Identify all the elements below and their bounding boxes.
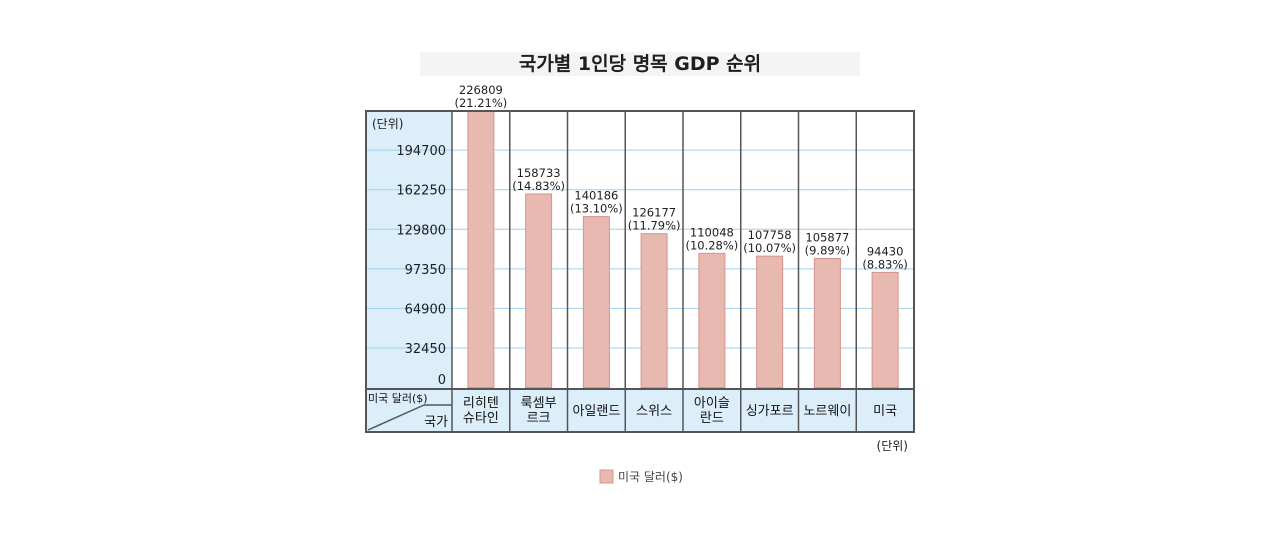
table-frame — [365, 110, 915, 433]
value-label: 226809 — [459, 83, 503, 97]
percent-label: (10.28%) — [685, 238, 738, 252]
bar — [698, 252, 726, 388]
category-label: 스위스 — [636, 404, 672, 419]
bars — [467, 110, 899, 388]
value-label: 107758 — [748, 228, 792, 242]
value-label: 110048 — [690, 225, 734, 239]
bar — [582, 216, 610, 388]
category-label: 르크 — [527, 411, 551, 426]
percent-label: (14.83%) — [512, 179, 565, 193]
value-label: 158733 — [517, 166, 561, 180]
value-label: 94430 — [867, 244, 904, 258]
category-label: 미국 — [873, 404, 897, 419]
percent-label: (13.10%) — [570, 202, 623, 216]
y-tick-label: 129800 — [396, 223, 446, 238]
data-labels: 226809(21.21%) 158733(14.83%) 140186(13.10… — [454, 83, 907, 271]
corner-diagonal — [367, 404, 425, 431]
y-tick-label: 162250 — [396, 184, 446, 199]
bar — [640, 233, 668, 388]
category-label: 슈타인 — [463, 411, 499, 426]
chart-title: 국가별 1인당 명목 GDP 순위 — [519, 53, 761, 75]
category-label: 아일랜드 — [572, 404, 620, 419]
percent-label: (11.79%) — [628, 219, 681, 233]
percent-label: (8.83%) — [862, 257, 908, 271]
bar — [756, 255, 784, 388]
title-background — [420, 52, 860, 76]
y-unit-label: (단위) — [372, 117, 403, 131]
y-tick-label: 32450 — [405, 342, 446, 357]
category-label: 싱가포르 — [746, 404, 794, 419]
bar — [525, 193, 553, 388]
percent-label: (10.07%) — [743, 241, 796, 255]
y-tick-labels: 194700 162250 129800 97350 64900 32450 0 — [396, 144, 446, 388]
bar — [813, 257, 841, 388]
y-axis-panel — [366, 111, 452, 389]
percent-label: (21.21%) — [454, 96, 507, 110]
category-label: 노르웨이 — [803, 404, 851, 419]
category-label: 룩셈부 — [521, 396, 557, 411]
corner-category-label: 국가 — [424, 415, 448, 430]
value-label: 126177 — [632, 206, 676, 220]
corner-unit-label: 미국 달러($) — [368, 392, 428, 405]
unit-note: (단위) — [877, 439, 908, 453]
y-tick-label: 194700 — [396, 144, 446, 159]
value-label: 140186 — [574, 189, 618, 203]
y-tick-label: 97350 — [405, 263, 446, 278]
percent-label: (9.89%) — [805, 243, 851, 257]
y-tick-label: 64900 — [405, 302, 446, 317]
category-label: 란드 — [700, 411, 724, 426]
legend-swatch — [599, 469, 614, 484]
bar — [467, 110, 495, 388]
bar — [871, 271, 899, 388]
category-panel — [366, 389, 914, 432]
value-label: 105877 — [805, 230, 849, 244]
category-label: 아이슬 — [694, 396, 730, 411]
y-tick-label: 0 — [438, 373, 446, 388]
legend-label: 미국 달러($) — [618, 470, 683, 484]
category-label: 리히텐 — [463, 396, 499, 411]
